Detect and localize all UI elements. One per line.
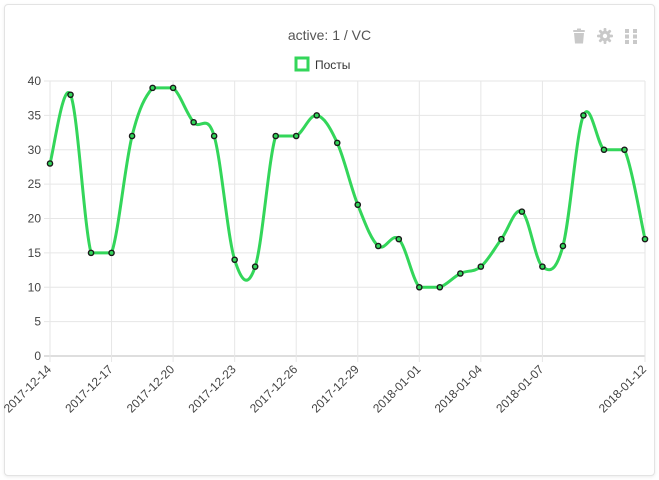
y-tick-label: 35 xyxy=(28,108,42,122)
drag-handle-icon[interactable] xyxy=(622,27,640,45)
widget-title: active: 1 / VC xyxy=(287,27,372,43)
y-tick-label: 30 xyxy=(28,143,42,157)
x-tick-label: 2017-12-26 xyxy=(247,362,301,416)
x-tick-label: 2018-01-07 xyxy=(493,362,547,416)
y-tick-label: 10 xyxy=(28,280,42,294)
series-points xyxy=(46,84,649,291)
x-tick-label: 2017-12-20 xyxy=(124,362,178,416)
data-point[interactable] xyxy=(374,242,382,250)
data-point[interactable] xyxy=(600,146,608,154)
x-axis: 2017-12-14 2017-12-17 2017-12-20 2017-12-23… xyxy=(1,362,650,416)
data-point[interactable] xyxy=(87,249,95,257)
data-point[interactable] xyxy=(457,270,464,277)
data-point[interactable] xyxy=(251,263,259,270)
data-point[interactable] xyxy=(210,132,218,140)
data-point[interactable] xyxy=(354,201,362,209)
data-point[interactable] xyxy=(292,132,300,140)
x-tick-label: 2017-12-29 xyxy=(309,362,363,416)
grid xyxy=(44,80,646,362)
data-point[interactable] xyxy=(498,235,505,243)
x-tick-label: 2017-12-14 xyxy=(1,362,55,416)
data-point[interactable] xyxy=(128,132,136,140)
legend-swatch xyxy=(294,56,310,72)
data-point[interactable] xyxy=(190,118,197,126)
legend-label: Посты xyxy=(315,58,350,72)
x-tick-label: 2018-01-04 xyxy=(432,362,486,416)
x-tick-label: 2017-12-23 xyxy=(185,362,239,416)
data-point[interactable] xyxy=(272,132,279,140)
y-tick-label: 25 xyxy=(28,177,42,191)
data-point[interactable] xyxy=(46,160,54,167)
y-tick-label: 0 xyxy=(34,349,41,363)
data-point[interactable] xyxy=(313,112,321,119)
data-point[interactable] xyxy=(333,139,341,147)
x-tick-label: 2018-01-12 xyxy=(596,362,650,416)
data-point[interactable] xyxy=(559,242,567,250)
y-tick-label: 20 xyxy=(28,212,42,226)
data-point[interactable] xyxy=(641,235,649,243)
data-point[interactable] xyxy=(621,146,628,154)
data-point[interactable] xyxy=(231,256,238,264)
data-point[interactable] xyxy=(67,91,74,99)
data-point[interactable] xyxy=(477,263,485,270)
data-point[interactable] xyxy=(169,84,177,92)
data-point[interactable] xyxy=(108,249,115,257)
x-tick-label: 2017-12-17 xyxy=(62,362,116,416)
data-point[interactable] xyxy=(149,84,156,92)
y-axis: 0 5 10 15 20 25 30 35 40 xyxy=(28,74,42,363)
data-point[interactable] xyxy=(416,283,423,291)
data-point[interactable] xyxy=(539,263,546,270)
data-point[interactable] xyxy=(518,208,526,215)
y-tick-label: 40 xyxy=(28,74,42,88)
data-point[interactable] xyxy=(395,235,403,243)
data-point[interactable] xyxy=(436,283,444,291)
y-tick-label: 15 xyxy=(28,246,42,260)
gear-icon[interactable] xyxy=(596,27,614,45)
x-tick-label: 2018-01-01 xyxy=(370,362,424,416)
data-point[interactable] xyxy=(580,112,587,119)
widget-toolbar xyxy=(570,27,640,45)
legend[interactable]: Посты xyxy=(294,56,350,72)
series-line xyxy=(48,86,647,289)
trash-icon[interactable] xyxy=(570,27,588,45)
y-tick-label: 5 xyxy=(34,315,41,329)
chart-widget: active: 1 / VC xyxy=(4,4,655,476)
